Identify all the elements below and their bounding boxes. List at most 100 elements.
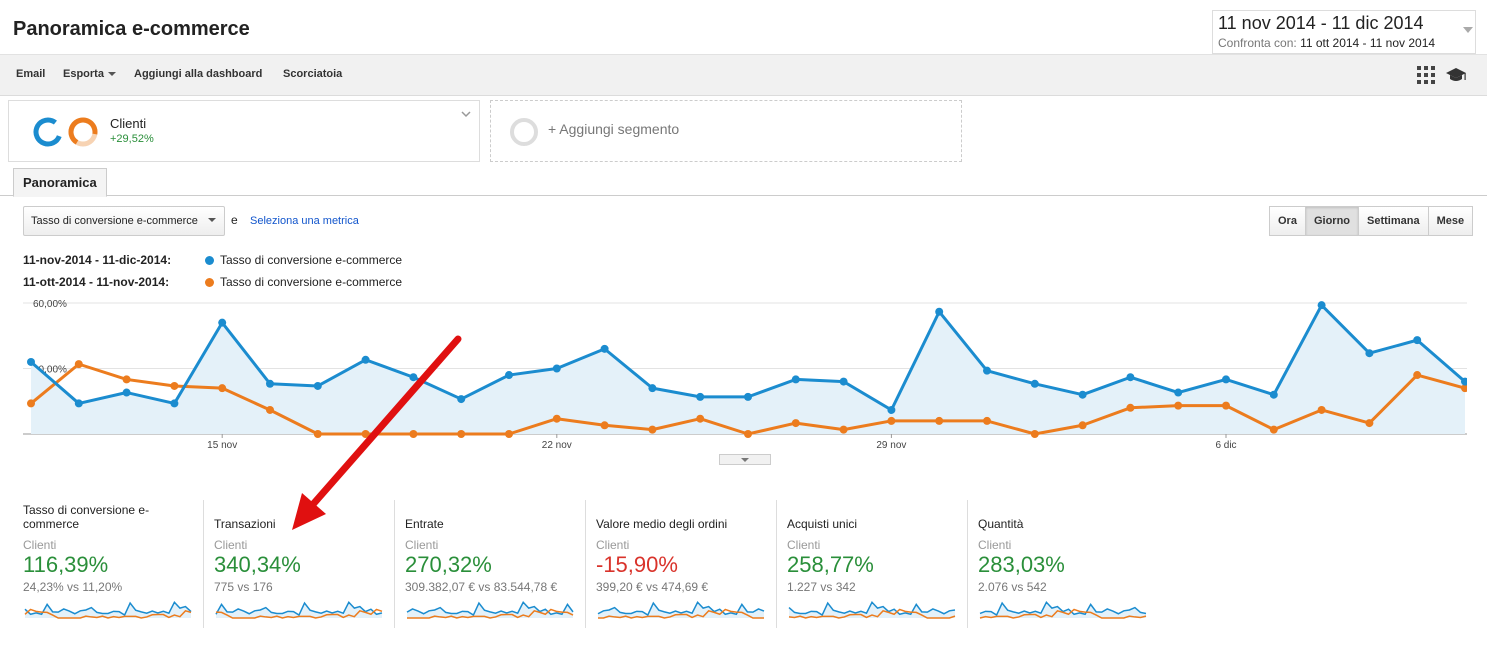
legend-row-previous: 11-ott-2014 - 11-nov-2014: Tasso di conve… <box>23 275 402 289</box>
sparkline-current <box>788 600 956 617</box>
data-point <box>791 375 800 384</box>
sparkline-previous <box>979 608 1147 619</box>
legend-row-current: 11-nov-2014 - 11-dic-2014: Tasso di conve… <box>23 253 402 267</box>
period-button-hour[interactable]: Ora <box>1269 206 1306 236</box>
and-label: e <box>231 213 238 227</box>
scorecard-segment: Clienti <box>23 538 57 552</box>
chevron-down-icon[interactable] <box>461 109 471 119</box>
sparkline-current <box>215 600 383 617</box>
scorecard[interactable]: Transazioni Clienti 340,34% 775 vs 176 <box>203 500 394 628</box>
data-point <box>218 318 227 327</box>
select-metric-link[interactable]: Seleziona una metrica <box>250 215 359 227</box>
x-tick-label: 22 nov <box>542 440 572 451</box>
sparkline-area <box>598 602 764 618</box>
scorecard-comparison: 24,23% vs 11,20% <box>23 580 123 594</box>
toolbar: Email Esporta Aggiungi alla dashboard Sc… <box>0 54 1487 96</box>
data-point <box>935 307 944 316</box>
sparkline-area <box>25 602 191 618</box>
page-title: Panoramica e-commerce <box>13 18 250 40</box>
scorecard-segment: Clienti <box>214 538 248 552</box>
data-point <box>361 355 370 364</box>
data-point <box>1174 401 1183 410</box>
scorecard-title: Acquisti unici <box>787 517 858 531</box>
add-segment-card[interactable]: + Aggiungi segmento <box>490 100 962 162</box>
data-point <box>1269 425 1278 434</box>
grid-view-icon[interactable] <box>1417 66 1435 84</box>
scorecard[interactable]: Entrate Clienti 270,32% 309.382,07 € vs 83.… <box>394 500 585 628</box>
scorecard-title: Valore medio degli ordini <box>596 517 728 531</box>
empty-segment-icon <box>510 118 538 146</box>
sparkline <box>24 600 192 619</box>
data-point <box>27 399 35 408</box>
scorecard-segment: Clienti <box>405 538 439 552</box>
sparkline-previous <box>598 608 764 619</box>
data-point <box>1078 421 1087 430</box>
scorecard-value: 258,77% <box>787 552 874 577</box>
data-point <box>1317 301 1326 310</box>
period-button-month[interactable]: Mese <box>1427 206 1474 236</box>
data-point <box>1413 371 1422 380</box>
sparkline <box>406 600 574 619</box>
legend-dot-icon <box>205 278 214 288</box>
scorecard[interactable]: Quantità Clienti 283,03% 2.076 vs 542 <box>967 500 1158 628</box>
scorecard-title: Tasso di conversione e-commerce <box>23 503 150 531</box>
period-button-day[interactable]: Giorno <box>1304 206 1360 236</box>
tab-divider <box>0 195 1487 196</box>
sparkline-previous <box>215 608 383 619</box>
data-point <box>1365 349 1374 358</box>
data-point <box>552 414 561 423</box>
scorecard-comparison: 775 vs 176 <box>214 580 273 594</box>
metric-dropdown[interactable]: Tasso di conversione e-commerce <box>23 206 225 236</box>
scorecard-segment: Clienti <box>596 538 630 552</box>
add-to-dashboard-button[interactable]: Aggiungi alla dashboard <box>134 68 263 80</box>
chart-resize-handle[interactable] <box>719 454 771 465</box>
data-point <box>1413 336 1422 345</box>
email-button[interactable]: Email <box>16 68 46 80</box>
scorecard[interactable]: Valore medio degli ordini Clienti -15,90% 3… <box>585 500 776 628</box>
data-point <box>1461 377 1467 386</box>
data-point <box>983 366 991 375</box>
sparkline-current <box>406 600 574 617</box>
sparkline-area <box>980 602 1146 618</box>
scorecard[interactable]: Acquisti unici Clienti 258,77% 1.227 vs 342 <box>776 500 967 628</box>
caret-down-icon <box>107 72 116 77</box>
data-point <box>1461 384 1467 393</box>
data-point <box>1269 390 1278 399</box>
data-point <box>313 381 322 390</box>
shortcut-button[interactable]: Scorciatoia <box>283 68 343 80</box>
data-point <box>1365 419 1374 428</box>
date-range-picker[interactable]: 11 nov 2014 - 11 dic 2014 Confronta con:… <box>1212 10 1476 54</box>
scorecard-segment: Clienti <box>978 538 1012 552</box>
period-button-week[interactable]: Settimana <box>1358 206 1429 236</box>
segment-name: Clienti <box>110 116 147 131</box>
data-point <box>170 399 179 408</box>
annotation-arrow-icon <box>292 335 462 530</box>
metric-dropdown-label: Tasso di conversione e-commerce <box>31 215 198 227</box>
tab-overview[interactable]: Panoramica <box>13 168 107 197</box>
data-point <box>361 430 370 438</box>
data-point <box>122 375 131 384</box>
sparkline <box>788 600 956 619</box>
legend-metric: Tasso di conversione e-commerce <box>220 253 403 267</box>
segment-card-clienti[interactable]: Clienti +29,52% <box>8 100 480 162</box>
compare-label: Confronta con: <box>1218 36 1297 50</box>
chevron-down-icon[interactable] <box>1463 27 1473 33</box>
graduation-cap-icon[interactable] <box>1445 67 1467 83</box>
scorecard-comparison: 2.076 vs 542 <box>978 580 1047 594</box>
data-point <box>266 405 274 414</box>
scorecard[interactable]: Tasso di conversione e-commerce Clienti 11… <box>23 500 213 628</box>
sparkline-area <box>216 602 382 618</box>
y-tick-label: 60,00% <box>33 299 67 310</box>
data-point <box>505 430 513 438</box>
data-point <box>1174 388 1183 397</box>
sparkline <box>597 600 765 619</box>
data-point <box>1030 379 1039 388</box>
scorecard-value: 270,32% <box>405 552 492 577</box>
scorecard-value: -15,90% <box>596 552 678 577</box>
sparkline-current <box>597 600 765 617</box>
data-point <box>1317 405 1326 414</box>
x-tick-label: 15 nov <box>207 440 237 451</box>
x-tick-label: 6 dic <box>1215 440 1236 451</box>
export-button[interactable]: Esporta <box>63 68 116 80</box>
data-point <box>600 421 609 430</box>
